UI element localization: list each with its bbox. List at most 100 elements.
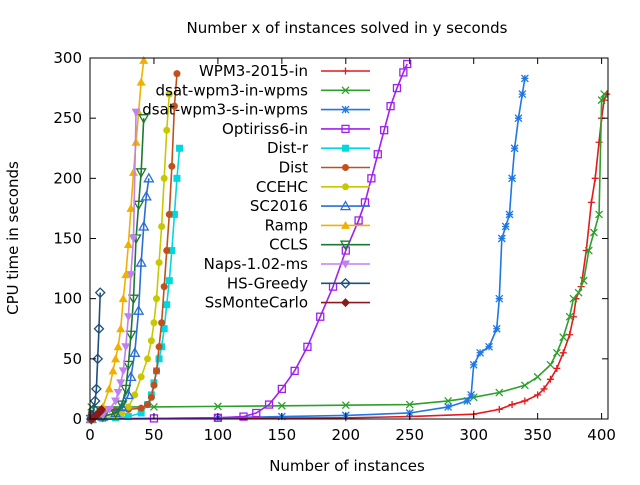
data-point — [147, 393, 155, 401]
data-point — [595, 210, 604, 219]
data-point — [163, 126, 171, 134]
legend-label: Optiriss6-in — [222, 120, 308, 138]
data-point — [132, 200, 145, 211]
data-point — [277, 401, 286, 410]
legend-label: WPM3-2015-in — [199, 62, 308, 80]
data-point — [342, 183, 349, 191]
series-line — [91, 73, 178, 414]
chart-title: Number x of instances solved in y second… — [187, 19, 508, 37]
data-point — [579, 276, 588, 285]
y-tick-label: 50 — [63, 350, 82, 368]
data-point — [109, 408, 122, 419]
x-tick-label: 250 — [395, 426, 424, 444]
data-point — [136, 77, 146, 86]
x-axis-label: Number of instances — [269, 457, 425, 475]
series-line — [91, 93, 608, 420]
y-tick-label: 150 — [53, 230, 82, 248]
legend-label: HS-Greedy — [227, 274, 308, 292]
data-point — [128, 235, 138, 243]
data-point — [239, 412, 248, 421]
x-tick-label: 200 — [331, 426, 360, 444]
data-point — [125, 371, 137, 382]
data-point — [600, 90, 609, 99]
data-point — [118, 409, 126, 417]
data-point — [559, 333, 568, 342]
data-point — [540, 385, 548, 393]
data-point — [569, 313, 577, 321]
legend-entry: Dist-r — [267, 139, 370, 157]
data-point — [316, 312, 325, 321]
series-layer — [85, 55, 611, 425]
data-point — [589, 228, 598, 237]
data-point — [341, 124, 350, 134]
legend-label: Dist — [279, 159, 309, 177]
data-point — [144, 401, 152, 409]
series-dsat-wpm3-s-in-wpms — [87, 74, 529, 423]
data-point — [129, 346, 141, 357]
data-point — [168, 162, 176, 170]
data-point — [111, 354, 121, 363]
data-point — [94, 287, 106, 299]
series-line — [91, 118, 145, 420]
data-point — [342, 67, 349, 75]
data-point — [492, 324, 501, 333]
series-hs-greedy — [85, 287, 106, 425]
legend-entry: SC2016 — [250, 197, 370, 215]
legend-label: Ramp — [265, 216, 308, 234]
x-tick-label: 350 — [523, 426, 552, 444]
data-point — [392, 83, 402, 93]
data-point — [116, 379, 126, 388]
data-point — [116, 400, 128, 411]
data-point — [520, 74, 529, 83]
legend-entry: Optiriss6-in — [222, 120, 370, 138]
data-point — [341, 246, 350, 255]
data-point — [444, 403, 453, 411]
data-point — [150, 381, 158, 389]
data-point — [405, 400, 414, 409]
data-point — [113, 389, 123, 398]
data-point — [405, 409, 414, 417]
data-point — [591, 174, 599, 182]
series-line — [91, 63, 408, 420]
data-point — [93, 323, 105, 335]
data-point — [587, 198, 595, 206]
data-point — [153, 295, 161, 303]
data-point — [341, 86, 350, 95]
data-point — [155, 343, 163, 351]
data-point — [485, 342, 494, 351]
data-point — [97, 404, 107, 414]
data-point — [469, 360, 478, 369]
data-point — [342, 164, 349, 171]
data-point — [104, 405, 114, 414]
legend-entry: dsat-wpm3-in-wpms — [156, 81, 370, 99]
y-tick-label: 300 — [53, 49, 82, 67]
legend-entry: Dist — [279, 159, 370, 177]
data-point — [138, 114, 150, 124]
data-point — [597, 96, 606, 105]
data-point — [125, 330, 137, 341]
data-point — [89, 395, 101, 407]
data-point — [127, 294, 140, 305]
data-point — [476, 348, 485, 357]
data-point — [124, 413, 132, 421]
data-point — [165, 90, 173, 98]
data-point — [303, 342, 312, 351]
data-point — [120, 384, 132, 395]
y-tick-label: 250 — [53, 109, 82, 127]
series-ccls — [85, 114, 150, 425]
data-point — [510, 144, 519, 153]
data-point — [163, 247, 171, 255]
data-point — [403, 59, 412, 69]
data-point — [137, 373, 145, 381]
data-point — [140, 190, 152, 201]
legend-entry: SsMonteCarlo — [205, 294, 370, 312]
data-point — [104, 384, 114, 393]
data-point — [520, 381, 529, 390]
data-point — [123, 313, 133, 322]
data-point — [160, 283, 168, 291]
legend-entry: Naps-1.02-ms — [204, 255, 370, 273]
data-point — [341, 260, 350, 269]
data-point — [521, 397, 529, 405]
